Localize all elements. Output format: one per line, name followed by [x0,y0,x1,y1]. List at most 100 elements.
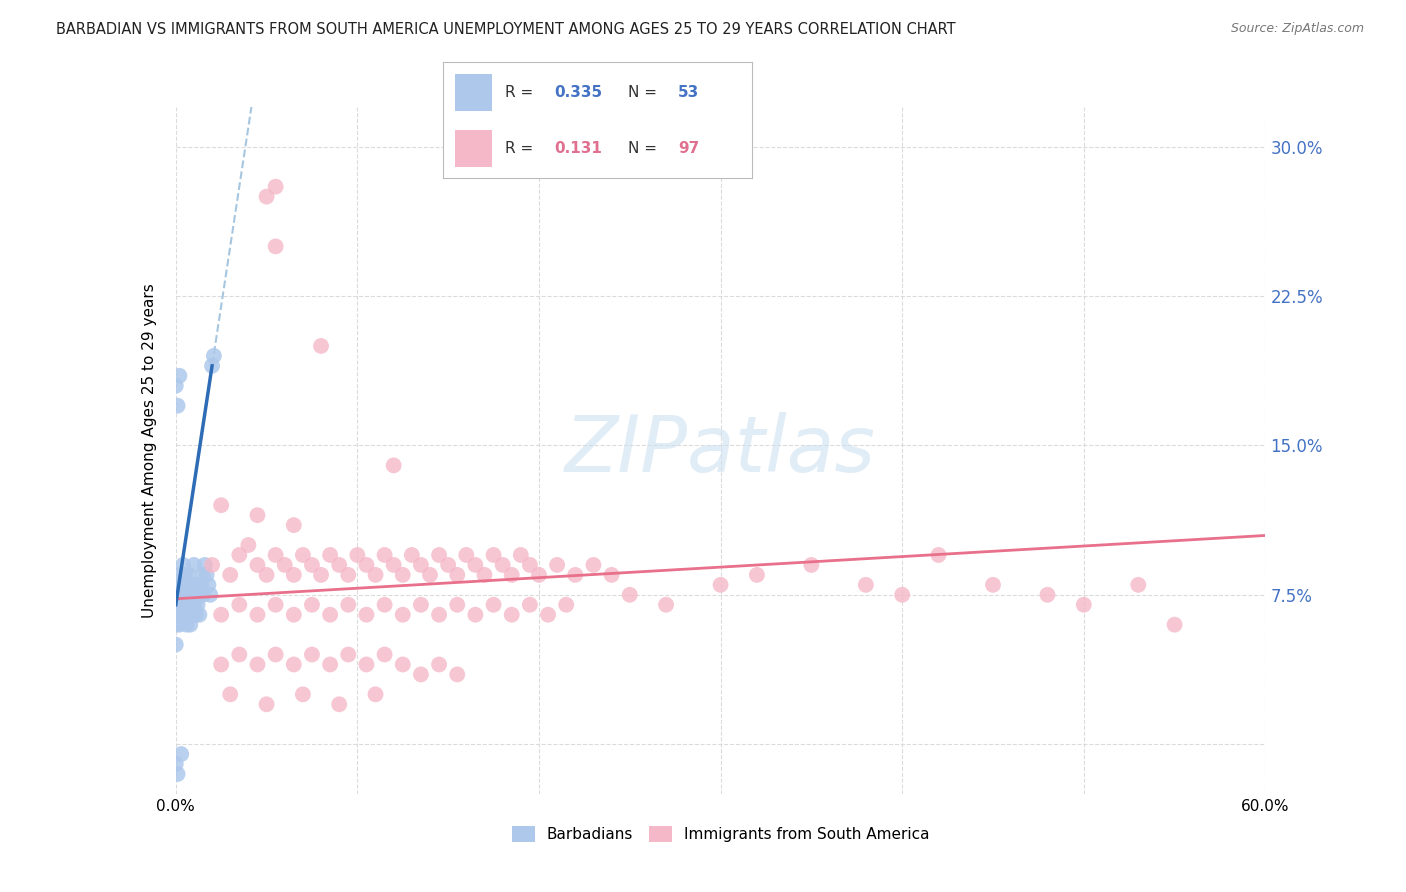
Point [374,598,396,612]
Point [283,567,305,582]
Point [173,567,195,582]
Bar [456,129,492,167]
Point [519,558,541,572]
Point [170,607,193,622]
Point [219,567,242,582]
Point [179,578,201,592]
Point [166,578,188,592]
Point [181,588,204,602]
Point [328,558,350,572]
Point [176,617,198,632]
Point [301,558,323,572]
Point [256,567,278,582]
Point [183,578,205,592]
Text: R =: R = [505,141,538,156]
Point [176,598,198,612]
Point [209,498,232,512]
Point [1073,598,1095,612]
Point [437,558,460,572]
Point [382,458,405,473]
Point [228,598,250,612]
Point [356,607,378,622]
Point [201,558,224,572]
Point [188,607,211,622]
Point [169,578,191,592]
Point [427,548,450,562]
Point [382,558,405,572]
Point [186,598,209,612]
Point [176,578,198,592]
Point [170,567,193,582]
Point [165,617,187,632]
Point [165,598,187,612]
Point [319,548,342,562]
Point [283,607,305,622]
Point [446,598,468,612]
Point [184,607,207,622]
Point [527,567,550,582]
Point [246,657,269,672]
Point [356,657,378,672]
Point [190,578,212,592]
Point [202,349,225,363]
Point [464,558,486,572]
Point [188,588,211,602]
Point [401,548,423,562]
Point [519,598,541,612]
Point [183,598,205,612]
Point [256,698,278,712]
Point [319,657,342,672]
Point [337,598,360,612]
Point [228,548,250,562]
Point [564,567,586,582]
Point [238,538,260,552]
Point [619,588,641,602]
Point [655,598,678,612]
Point [201,359,224,373]
Point [264,548,287,562]
Bar [456,74,492,112]
Point [391,567,413,582]
Point [419,567,441,582]
Point [283,518,305,533]
Text: N =: N = [628,141,662,156]
Point [166,767,188,781]
Point [1128,578,1150,592]
Point [391,657,413,672]
Point [364,567,387,582]
Point [195,567,218,582]
Point [928,548,950,562]
Point [172,598,194,612]
Point [177,588,200,602]
Point [409,598,432,612]
Point [337,648,360,662]
Text: 0.131: 0.131 [554,141,602,156]
Text: 0.335: 0.335 [554,85,602,100]
Point [301,648,323,662]
Y-axis label: Unemployment Among Ages 25 to 29 years: Unemployment Among Ages 25 to 29 years [142,283,157,618]
Point [492,558,515,572]
Point [173,588,195,602]
Point [464,607,486,622]
Point [264,239,287,253]
Point [264,648,287,662]
Point [427,607,450,622]
Point [169,598,191,612]
Point [228,648,250,662]
Point [169,368,191,383]
Point [246,607,269,622]
Point [181,607,204,622]
Point [409,558,432,572]
Point [169,617,191,632]
Point [482,548,505,562]
Point [446,567,468,582]
Point [800,558,823,572]
Point [191,588,214,602]
Text: N =: N = [628,85,662,100]
Point [555,598,578,612]
Point [364,687,387,701]
Point [356,558,378,572]
Point [209,657,232,672]
Point [600,567,623,582]
Point [264,179,287,194]
